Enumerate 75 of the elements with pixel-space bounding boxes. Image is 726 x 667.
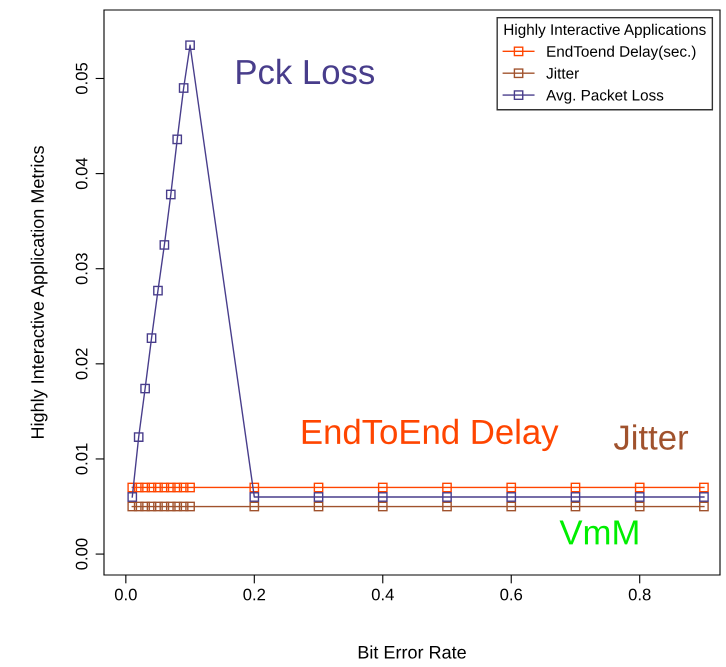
point xyxy=(506,482,516,492)
legend-title: Highly Interactive Applications xyxy=(504,24,706,38)
point xyxy=(185,502,195,512)
point xyxy=(185,482,195,492)
point xyxy=(570,502,580,512)
point xyxy=(172,482,182,492)
point xyxy=(506,502,516,512)
point xyxy=(160,482,170,492)
x-axis-title: Bit Error Rate xyxy=(358,645,466,659)
point xyxy=(172,134,182,144)
x-tick-label: 0.2 xyxy=(243,588,266,600)
point xyxy=(314,502,324,512)
point xyxy=(249,492,260,502)
point xyxy=(160,502,170,512)
annotation: Jitter xyxy=(614,424,688,450)
point xyxy=(140,384,150,394)
legend-label: Avg. Packet Loss xyxy=(546,89,664,104)
point xyxy=(378,482,388,492)
point xyxy=(699,482,709,492)
point xyxy=(442,482,452,492)
point xyxy=(442,502,452,512)
legend-label: EndToend Delay(sec.) xyxy=(547,46,696,60)
point xyxy=(699,502,709,512)
annotation: Pck Loss xyxy=(237,58,374,84)
point xyxy=(442,492,452,502)
point xyxy=(153,482,163,492)
y-axis-title: Highly Interactive Application Metrics xyxy=(30,146,48,438)
point xyxy=(172,502,182,512)
point xyxy=(127,502,138,512)
point xyxy=(140,502,150,512)
y-tick-label: 0.03 xyxy=(76,253,88,284)
point xyxy=(314,492,324,502)
point xyxy=(146,482,156,492)
point xyxy=(166,502,176,512)
point xyxy=(166,190,176,200)
point xyxy=(634,482,645,492)
x-tick-label: 0.8 xyxy=(628,588,651,600)
point xyxy=(249,482,260,492)
y-tick-label: 0.02 xyxy=(76,348,88,380)
point xyxy=(178,482,189,492)
point xyxy=(140,482,150,492)
x-tick-label: 0.6 xyxy=(500,588,522,600)
point xyxy=(378,492,388,502)
y-tick-label: 0.04 xyxy=(76,158,88,190)
point xyxy=(506,492,516,502)
point xyxy=(160,240,170,250)
point xyxy=(699,492,709,502)
point xyxy=(134,502,144,512)
point xyxy=(153,502,163,512)
point xyxy=(146,502,156,512)
point xyxy=(134,482,144,492)
point xyxy=(378,502,388,512)
legend-label: Jitter xyxy=(546,68,579,79)
point xyxy=(146,333,156,344)
x-tick-label: 0.4 xyxy=(372,588,394,600)
point xyxy=(166,482,176,492)
point xyxy=(570,492,580,502)
point xyxy=(185,40,195,50)
point xyxy=(314,482,324,492)
x-tick-label: 0.0 xyxy=(114,588,137,600)
point xyxy=(134,432,144,442)
point xyxy=(178,502,189,512)
point xyxy=(153,286,163,296)
point xyxy=(127,492,138,502)
point xyxy=(634,492,645,502)
point xyxy=(178,83,189,93)
point xyxy=(570,482,580,492)
annotation: VmM xyxy=(560,520,638,544)
y-tick-label: 0.05 xyxy=(76,62,88,94)
point xyxy=(634,502,645,512)
point xyxy=(127,482,138,492)
annotation: EndToEnd Delay xyxy=(302,418,559,452)
y-tick-label: 0.00 xyxy=(76,538,88,570)
y-tick-label: 0.01 xyxy=(76,444,88,475)
point xyxy=(249,502,260,512)
